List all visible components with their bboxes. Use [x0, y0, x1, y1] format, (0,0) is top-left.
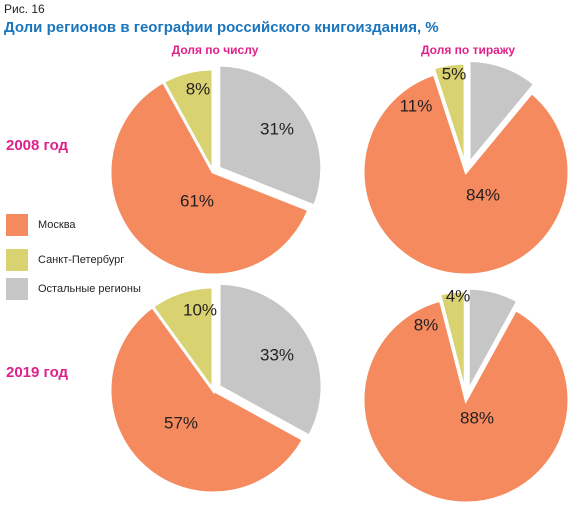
- pie-2008-circulation-slice-other-regions: [467, 59, 537, 168]
- pie-2008-count-slice-spb: [161, 67, 215, 173]
- pie-2008-count: 61% 8% 31%: [108, 63, 324, 277]
- pie-2019-count-label-other-regions: 33%: [260, 345, 294, 364]
- pie-2008-count-slice-moscow: [108, 79, 311, 277]
- pie-2019-circulation-slice-other-regions: [466, 286, 520, 393]
- pie-2019-count-label-spb: 10%: [183, 300, 217, 319]
- pie-2008-circulation-label-spb: 5%: [442, 64, 467, 83]
- legend-swatch-spb: [6, 249, 28, 271]
- legend-swatch-other-regions: [6, 278, 28, 300]
- row-title-2008: 2008 год: [6, 137, 69, 154]
- column-title-circulation: Доля по тиражу: [420, 43, 516, 57]
- pie-2019-count-slice-spb: [150, 285, 215, 395]
- legend-item-spb: Санкт-Петербург: [6, 249, 124, 271]
- pie-2008-count-label-other-regions: 31%: [260, 119, 294, 138]
- pie-2008-circulation-slice-moscow: [361, 72, 570, 277]
- figure-title: Доли регионов в географии российского кн…: [4, 19, 439, 36]
- row-title-2019: 2019 год: [6, 364, 69, 381]
- pie-2008-count-slice-other-regions: [217, 63, 324, 208]
- pie-2019-count-slice-other-regions: [217, 281, 324, 439]
- legend-item-moscow: Москва: [6, 214, 76, 236]
- pie-2008-count-label-spb: 8%: [186, 79, 211, 98]
- pie-2008-circulation: 84% 5% 11%: [361, 59, 570, 277]
- pie-2008-circulation-label-other-regions: 11%: [400, 96, 433, 115]
- pie-2019-circulation-label-spb: 4%: [446, 286, 471, 305]
- legend-item-other-regions: Остальные регионы: [6, 278, 141, 300]
- column-title-count: Доля по числу: [171, 43, 259, 57]
- pie-2019-count: 57% 10% 33%: [108, 281, 324, 495]
- pie-2008-circulation-label-moscow: 84%: [466, 185, 500, 204]
- pie-2019-count-slice-moscow: [108, 304, 306, 495]
- figure-number: Рис. 16: [4, 2, 45, 16]
- pie-2019-circulation: 88% 4% 8%: [361, 286, 570, 505]
- pie-2019-count-label-moscow: 57%: [164, 413, 198, 432]
- pie-2019-circulation-slice-spb: [437, 289, 467, 395]
- pie-2008-circulation-slice-spb: [431, 61, 467, 167]
- legend-label-moscow: Москва: [38, 219, 76, 231]
- legend-label-other-regions: Остальные регионы: [38, 283, 141, 295]
- pie-2019-circulation-label-moscow: 88%: [460, 408, 494, 427]
- legend-label-spb: Санкт-Петербург: [38, 254, 125, 266]
- pie-2019-circulation-slice-moscow: [361, 298, 570, 505]
- legend-swatch-moscow: [6, 214, 28, 236]
- pie-2019-circulation-label-other-regions: 8%: [414, 315, 439, 334]
- pie-2008-count-label-moscow: 61%: [180, 191, 214, 210]
